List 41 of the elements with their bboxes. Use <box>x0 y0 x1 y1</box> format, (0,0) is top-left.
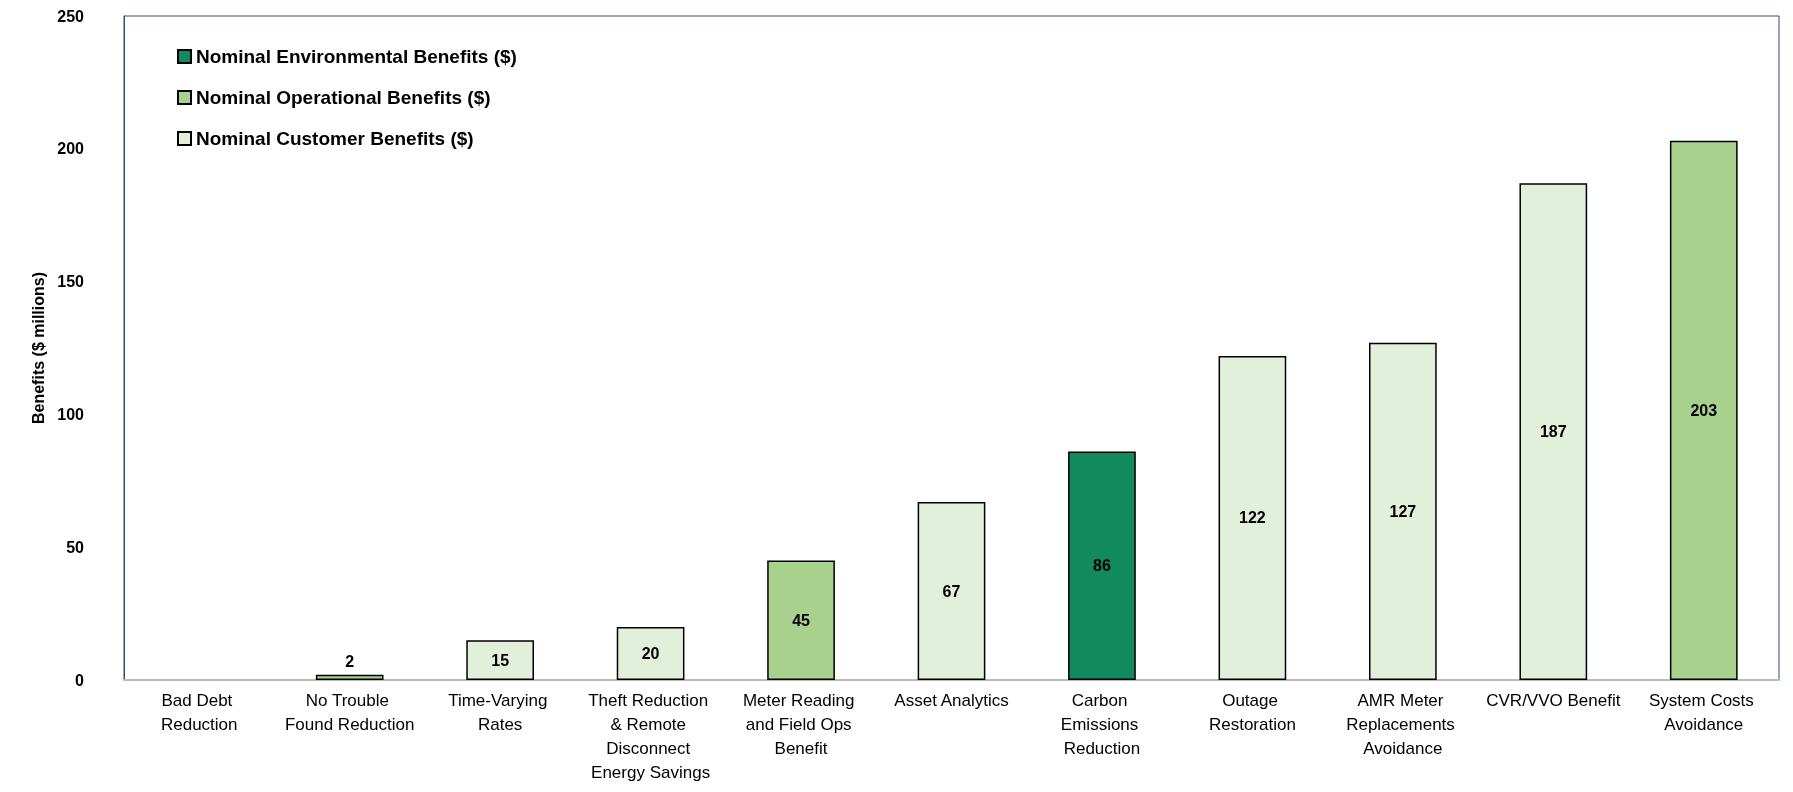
y-tick-label: 50 <box>66 538 85 556</box>
y-tick-label: 250 <box>57 7 85 25</box>
x-tick-label: CVR/VVO Benefit <box>1486 690 1621 710</box>
data-label: 203 <box>1690 401 1718 419</box>
x-tick-label: No Trouble Found Reduction <box>284 690 415 734</box>
bar <box>616 626 685 680</box>
data-label: 187 <box>1539 423 1567 441</box>
data-label: 86 <box>1093 557 1111 575</box>
bar <box>1519 183 1588 680</box>
x-tick-label: Outage Restoration <box>1208 690 1296 734</box>
x-tick-label: AMR Meter Replacements Avoidance <box>1346 690 1460 758</box>
data-label: 20 <box>641 644 660 662</box>
bar <box>315 674 384 680</box>
data-label: 122 <box>1239 509 1266 527</box>
x-tick-label: Asset Analytics <box>894 690 1009 710</box>
data-label: 127 <box>1389 502 1417 520</box>
data-label: 67 <box>942 582 961 600</box>
bar <box>1669 140 1738 680</box>
bar <box>1068 451 1136 680</box>
data-label: 15 <box>491 651 510 669</box>
y-axis-title: Benefits ($ millions) <box>29 271 47 425</box>
legend-label: Nominal Customer Benefits ($) <box>196 128 474 149</box>
x-tick-label: Meter Reading and Field Ops Benefit <box>742 690 860 758</box>
bar <box>917 502 986 680</box>
x-tick-label: Bad Debt Reduction <box>160 690 238 734</box>
y-tick-label: 0 <box>75 671 85 689</box>
y-tick-label: 150 <box>57 273 85 291</box>
legend-label: Nominal Environmental Benefits ($) <box>196 46 517 67</box>
x-tick-label: Time-Varying Rates <box>448 690 553 734</box>
bar <box>1369 342 1437 680</box>
bar <box>466 640 534 680</box>
data-label: 45 <box>792 611 811 629</box>
legend-label: Nominal Operational Benefits ($) <box>196 87 491 108</box>
bar <box>767 560 835 680</box>
x-tick-label: Theft Reduction & Remote Disconnect Energy Savings <box>588 690 713 782</box>
y-tick-label: 200 <box>57 140 85 158</box>
x-tick-label: System Costs Avoidance <box>1648 690 1759 734</box>
x-tick-label: Carbon Emissions Reduction <box>1060 690 1144 758</box>
bar <box>1218 355 1287 680</box>
data-label: 2 <box>345 653 355 671</box>
y-tick-label: 100 <box>57 405 85 423</box>
